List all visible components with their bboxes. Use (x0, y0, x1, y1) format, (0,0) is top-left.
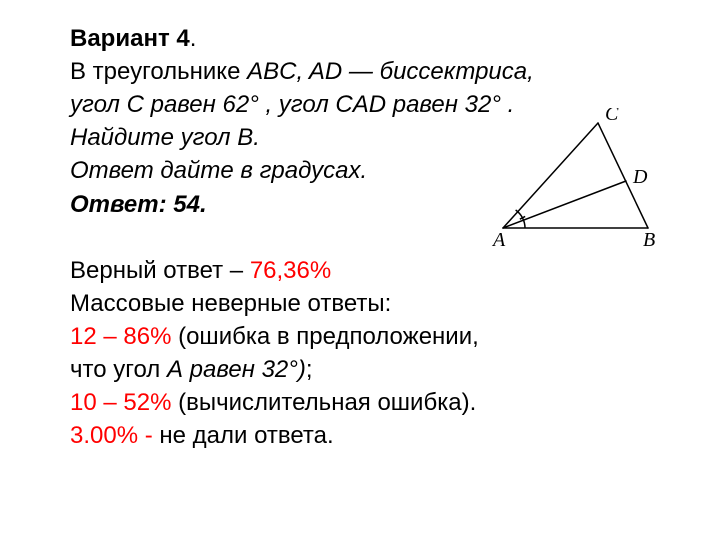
correct-pct: 76,36% (250, 257, 331, 284)
wrong1-tail-d: ; (306, 356, 313, 383)
svg-text:A: A (491, 229, 506, 250)
noanswer-hl: 3.00% - (70, 422, 159, 449)
svg-text:C: C (605, 108, 619, 125)
wrong1-hl: 12 – 86% (70, 323, 178, 350)
wrong-header: Массовые неверные ответы: (70, 290, 391, 317)
p-line3: Найдите угол В. (70, 124, 260, 151)
page: Вариант 4. В треугольнике ABC, AD — бисс… (0, 0, 720, 540)
p-line4: Ответ дайте в градусах. (70, 157, 367, 184)
correct-label: Верный ответ – (70, 257, 250, 284)
wrong1-tail-c: А равен 32°) (167, 356, 306, 383)
wrong1-tail-b: что угол (70, 356, 167, 383)
variant-dot: . (190, 25, 197, 52)
noanswer-tail: не дали ответа. (159, 422, 333, 449)
wrong1-tail-a: (ошибка в предположении, (178, 323, 479, 350)
p-line2: угол С равен 62° , угол CAD равен 32° . (70, 91, 514, 118)
wrong2-tail: (вычислительная ошибка). (178, 389, 476, 416)
svg-text:D: D (632, 166, 648, 188)
answer: Ответ: 54. (70, 191, 207, 218)
triangle-figure: A B C D (483, 108, 665, 250)
wrong2-hl: 10 – 52% (70, 389, 178, 416)
variant-label: Вариант 4 (70, 25, 190, 52)
triangle-svg: A B C D (483, 108, 665, 250)
p-line1-a: В треугольнике (70, 58, 247, 85)
p-line1-b: ABC, (247, 58, 309, 85)
svg-text:B: B (643, 229, 655, 250)
p-line1-c: AD — биссектриса, (309, 58, 534, 85)
